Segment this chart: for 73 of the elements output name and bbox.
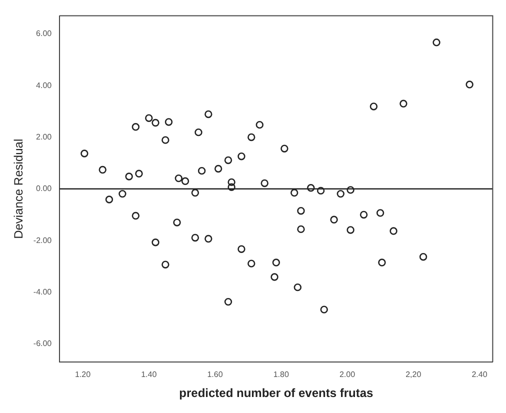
y-tick-label: 6.00: [36, 29, 52, 38]
point: [307, 184, 315, 192]
point: [316, 186, 325, 195]
point: [280, 144, 288, 152]
point: [152, 238, 160, 246]
point: [320, 306, 328, 314]
point: [260, 179, 268, 188]
point: [297, 207, 305, 215]
point: [272, 258, 280, 266]
point: [162, 260, 170, 268]
point: [390, 227, 398, 235]
point: [378, 258, 386, 266]
point: [330, 216, 338, 224]
y-tick-label: 4.00: [36, 80, 52, 90]
x-axis-title: predicted number of events frutas: [179, 386, 374, 400]
point: [228, 183, 236, 191]
point: [224, 156, 232, 164]
x-tick-label: 1.40: [141, 370, 158, 380]
point: [224, 298, 232, 306]
point: [400, 100, 408, 108]
point: [80, 150, 88, 158]
y-tick-label: -6.00: [33, 339, 52, 348]
point: [346, 226, 354, 234]
point: [228, 178, 236, 186]
point: [164, 118, 173, 126]
point: [174, 174, 182, 182]
point: [98, 166, 106, 174]
y-tick-label: -4.00: [33, 287, 52, 296]
point: [152, 118, 160, 127]
x-tick-label: 2.40: [472, 370, 488, 380]
point: [204, 110, 212, 118]
x-tick-label: 1.20: [74, 370, 92, 380]
point: [370, 102, 378, 110]
point: [145, 114, 153, 122]
point: [162, 136, 170, 144]
point: [132, 212, 140, 220]
point: [419, 253, 428, 261]
point: [173, 218, 181, 226]
y-tick-label: -2.00: [33, 236, 52, 245]
point: [248, 133, 256, 142]
point: [376, 209, 384, 217]
point: [191, 234, 200, 242]
point: [194, 128, 202, 136]
point: [118, 190, 126, 198]
point: [198, 166, 206, 175]
point: [191, 188, 200, 197]
point: [204, 234, 212, 243]
point: [360, 210, 368, 219]
point: [270, 273, 278, 281]
point: [238, 245, 246, 253]
point: [466, 80, 474, 88]
point: [432, 38, 440, 46]
point: [238, 152, 246, 160]
point: [135, 170, 143, 178]
x-tick-label: 2.00: [339, 370, 356, 380]
point: [105, 196, 114, 204]
point: [214, 164, 222, 173]
point: [132, 123, 140, 131]
y-tick-label: 2.00: [36, 132, 52, 142]
point: [297, 225, 305, 234]
y-tick-label: 0.00: [36, 184, 52, 194]
point: [346, 186, 354, 194]
x-tick-label: 1.80: [273, 370, 290, 380]
point: [181, 177, 190, 185]
y-axis-title: Deviance Residual: [12, 138, 26, 239]
point: [248, 260, 256, 268]
x-tick-label: 1.60: [207, 370, 224, 380]
point: [294, 283, 302, 292]
point: [256, 120, 264, 129]
x-tick-label: 2,20: [406, 370, 422, 380]
point: [125, 172, 133, 180]
point: [336, 190, 344, 198]
point: [290, 188, 298, 197]
